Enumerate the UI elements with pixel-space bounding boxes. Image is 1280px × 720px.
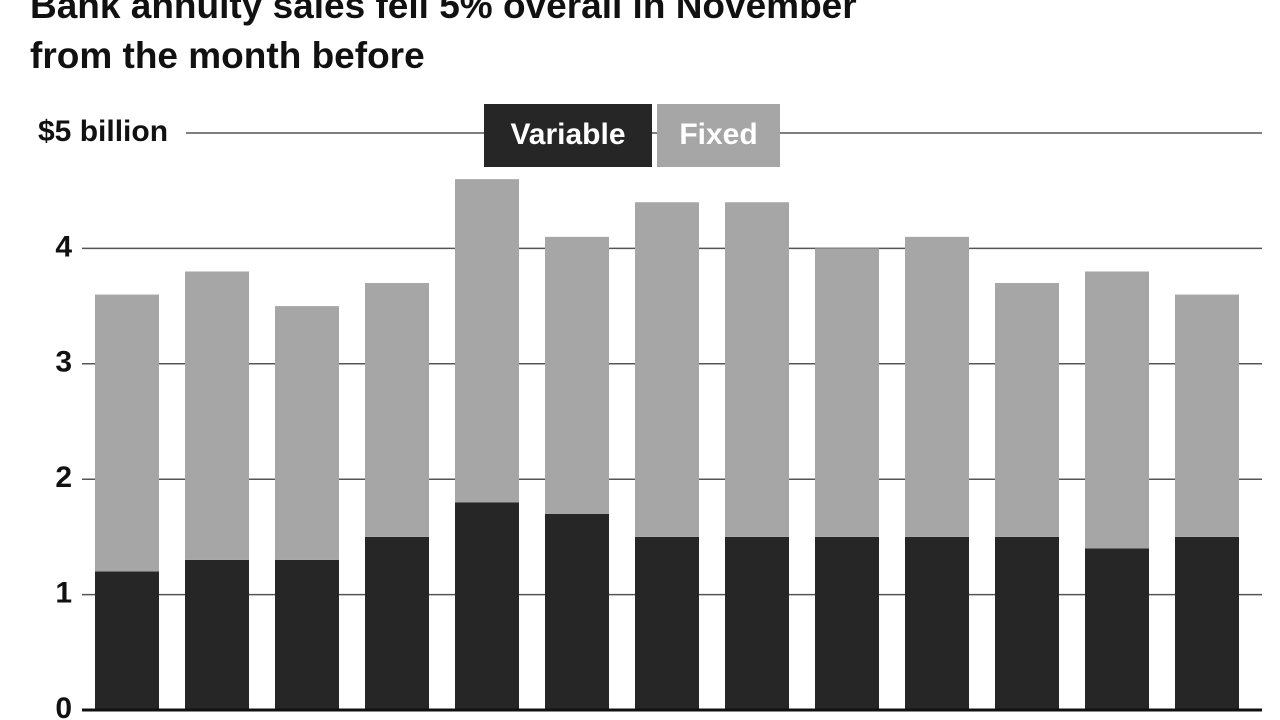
bar-segment	[905, 236, 969, 537]
bar-segment	[185, 559, 249, 710]
legend-label: Variable	[510, 118, 625, 151]
bar-segment	[815, 536, 879, 710]
bar-segment	[1175, 536, 1239, 710]
legend-swatch	[657, 104, 780, 167]
bar-segment	[725, 536, 789, 710]
bar-segment	[455, 179, 519, 503]
bar-segment	[635, 202, 699, 537]
bar-segment	[905, 536, 969, 710]
y-tick-label: 1	[55, 577, 72, 610]
bar-segment	[95, 294, 159, 572]
y-tick-label: 0	[55, 692, 72, 720]
bar-segment	[365, 536, 429, 710]
bar-segment	[995, 536, 1059, 710]
bar-segment	[815, 248, 879, 537]
bar-segment	[275, 559, 339, 710]
bar-segment	[635, 536, 699, 710]
y-tick-label: 4	[55, 230, 72, 263]
bar-segment	[365, 283, 429, 537]
bar-segment	[1085, 271, 1149, 549]
bar-segment	[185, 271, 249, 560]
legend-swatch	[484, 104, 652, 167]
bar-segment	[1175, 294, 1239, 537]
bar-segment	[725, 202, 789, 537]
bar-segment	[1085, 548, 1149, 710]
y-tick-label: 3	[55, 346, 72, 379]
bar-segment	[455, 502, 519, 710]
chart-title: Bank annuity sales fell 5% overall in No…	[30, 0, 857, 26]
y-tick-label: $5 billion	[38, 115, 168, 148]
legend-label: Fixed	[679, 118, 757, 151]
bar-segment	[95, 571, 159, 710]
bar-segment	[275, 306, 339, 560]
bar-segment	[545, 236, 609, 514]
chart-title: from the month before	[30, 35, 425, 76]
bar-segment	[995, 283, 1059, 537]
bar-segment	[545, 513, 609, 710]
y-tick-label: 2	[55, 461, 72, 494]
